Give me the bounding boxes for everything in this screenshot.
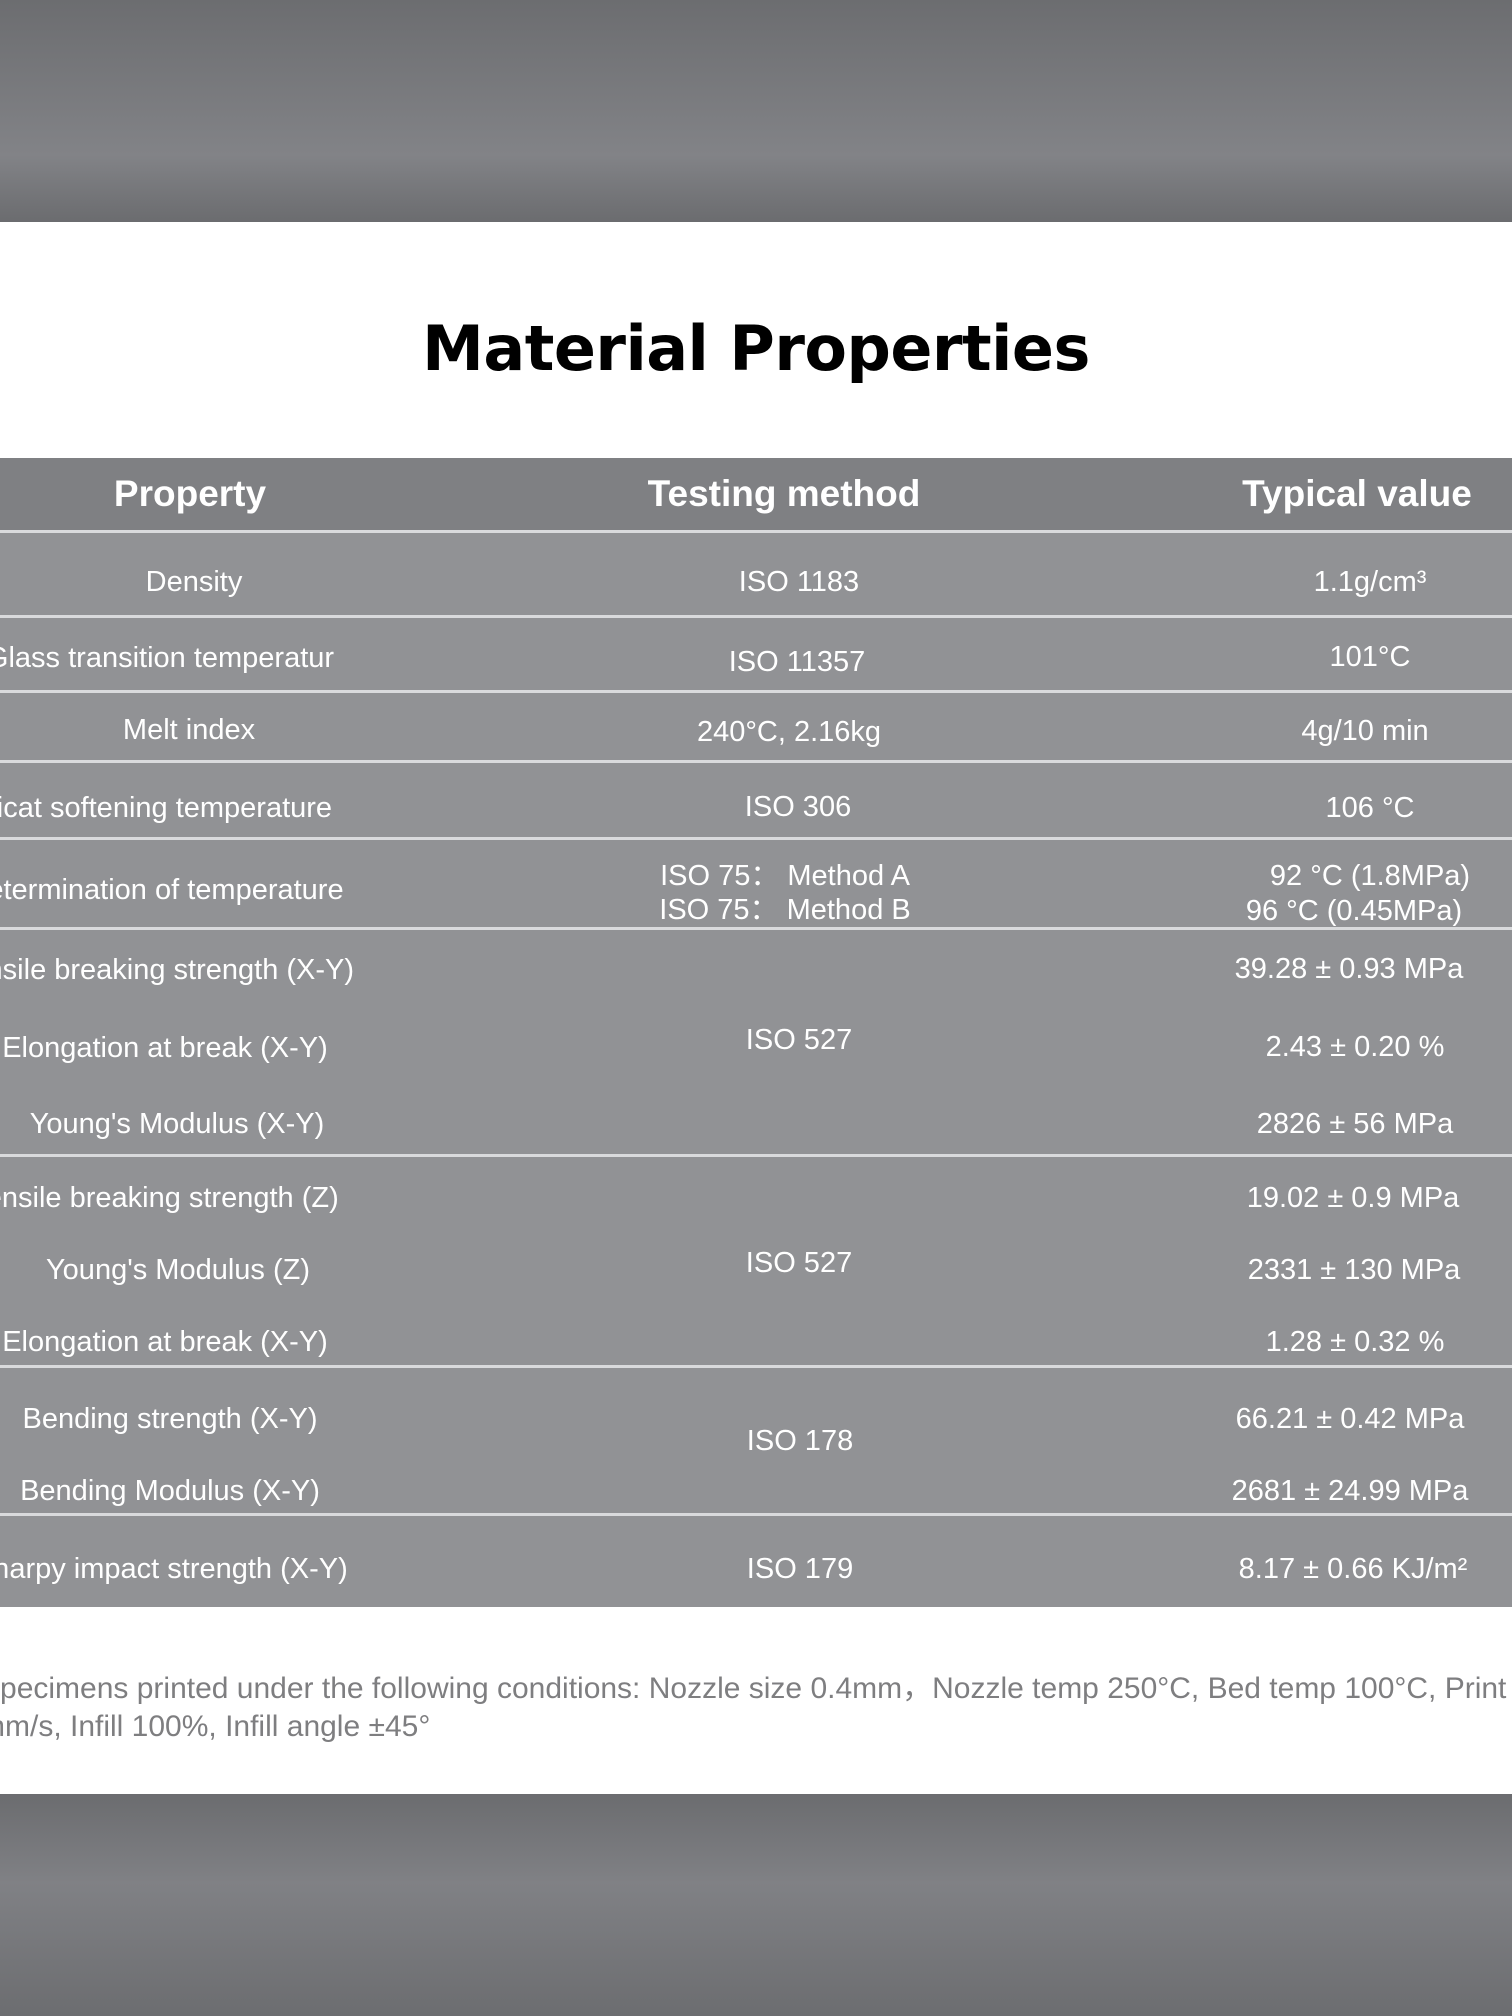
cell-method-a: ISO 75： Method A xyxy=(660,860,910,892)
background-top xyxy=(0,0,1512,222)
header-typical-value: Typical value xyxy=(1242,473,1472,514)
cell-value-a: 92 °C (1.8MPa) xyxy=(1269,860,1471,892)
cell-value: 2681 ± 24.99 MPa xyxy=(1231,1475,1469,1507)
cell-property: Bending Modulus (X-Y) xyxy=(20,1475,320,1507)
cell-value: 101°C xyxy=(1329,641,1411,673)
cell-method: 240°C, 2.16kg xyxy=(696,716,882,748)
cell-property: Young's Modulus (X-Y) xyxy=(29,1108,325,1140)
row-divider xyxy=(0,837,1512,840)
cell-method: ISO 178 xyxy=(746,1425,854,1457)
cell-value: 8.17 ± 0.66 KJ/m² xyxy=(1238,1553,1468,1585)
header-testing-method: Testing method xyxy=(647,473,921,514)
cell-property: Melt index xyxy=(122,714,256,746)
cell-value: 106 °C xyxy=(1325,792,1415,824)
cell-value: 2331 ± 130 MPa xyxy=(1247,1254,1461,1286)
cell-property: Glass transition temperatur xyxy=(0,642,335,674)
cell-value: 66.21 ± 0.42 MPa xyxy=(1235,1403,1465,1435)
row-divider xyxy=(0,1513,1512,1516)
cell-method: ISO 527 xyxy=(745,1247,853,1279)
page-title: Material Properties xyxy=(422,312,1090,385)
cell-property: Tensile breaking strength (X-Y) xyxy=(0,954,355,986)
footnote: Specimens printed under the following co… xyxy=(0,1670,1512,1746)
table-header: Property Testing method Typical value xyxy=(0,458,1512,530)
row-divider xyxy=(0,760,1512,763)
row-divider xyxy=(0,1365,1512,1368)
cell-property: Tensile breaking strength (Z) xyxy=(0,1182,339,1214)
footnote-line-1: Specimens printed under the following co… xyxy=(0,1672,1512,1705)
cell-method-b: ISO 75： Method B xyxy=(659,894,911,926)
cell-method: ISO 1183 xyxy=(738,566,860,598)
cell-value-b: 96 °C (0.45MPa) xyxy=(1245,895,1463,927)
cell-property: Charpy impact strength (X-Y) xyxy=(0,1553,348,1585)
cell-property: Young's Modulus (Z) xyxy=(46,1254,310,1286)
cell-value: 39.28 ± 0.93 MPa xyxy=(1234,953,1464,985)
header-divider xyxy=(0,530,1512,533)
header-property: Property xyxy=(113,473,267,514)
cell-value: 1.1g/cm³ xyxy=(1313,566,1427,598)
cell-value: 2.43 ± 0.20 % xyxy=(1265,1031,1445,1063)
cell-value: 1.28 ± 0.32 % xyxy=(1265,1326,1445,1358)
cell-value: 19.02 ± 0.9 MPa xyxy=(1246,1182,1460,1214)
cell-property: Elongation at break (X-Y) xyxy=(2,1326,328,1358)
cell-property: Vicat softening temperature xyxy=(0,792,333,824)
footnote-line-2: mm/s, Infill 100%, Infill angle ±45° xyxy=(0,1710,431,1743)
row-divider xyxy=(0,690,1512,693)
cell-property: Bending strength (X-Y) xyxy=(22,1403,318,1435)
cell-property: Density xyxy=(145,566,243,598)
cell-value: 2826 ± 56 MPa xyxy=(1256,1108,1454,1140)
cell-method: ISO 306 xyxy=(744,791,852,823)
cell-method: ISO 11357 xyxy=(728,646,866,678)
properties-table: Property Testing method Typical value De… xyxy=(0,458,1512,1607)
background-bottom xyxy=(0,1794,1512,2016)
cell-property: Determination of temperature xyxy=(0,874,344,906)
cell-method: ISO 179 xyxy=(746,1553,854,1585)
row-divider xyxy=(0,615,1512,618)
cell-method: ISO 527 xyxy=(745,1024,853,1056)
row-divider xyxy=(0,1154,1512,1157)
material-properties-card: Material Properties Property Testing met… xyxy=(0,222,1512,1794)
row-divider xyxy=(0,927,1512,930)
cell-value: 4g/10 min xyxy=(1301,715,1429,747)
cell-property: Elongation at break (X-Y) xyxy=(2,1032,328,1064)
